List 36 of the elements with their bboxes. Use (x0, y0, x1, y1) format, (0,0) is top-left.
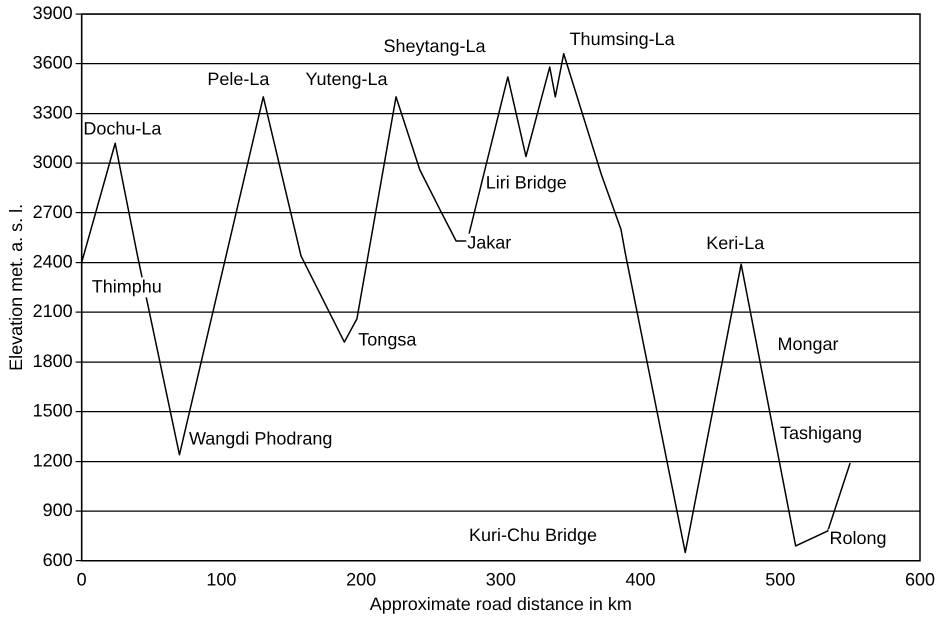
annotation: Pele-La (207, 69, 270, 90)
annotation: Dochu-La (83, 118, 162, 138)
y-axis-title: Elevation met. a. s. l. (6, 204, 26, 371)
annotation: Rolong (829, 528, 887, 548)
annotation: Sheytang-La (383, 36, 487, 56)
annotation: Wangdi Phodrang (188, 428, 332, 448)
x-axis-title: Approximate road distance in km (370, 594, 632, 614)
y-tick-label: 2400 (32, 252, 73, 272)
y-tick-label: 1500 (32, 400, 73, 421)
x-tick-label: 600 (904, 570, 936, 590)
x-tick-label: 100 (206, 570, 236, 590)
annotation: Yuteng-La (305, 69, 389, 90)
y-tick-label: 3300 (32, 102, 73, 122)
annotation: Jakar (467, 232, 512, 253)
x-tick-label: 400 (626, 570, 656, 590)
x-tick-label: 0 (76, 570, 87, 590)
x-tick-label: 200 (346, 570, 376, 590)
annotation: Keri-La (706, 233, 766, 254)
y-tick-label: 600 (42, 550, 73, 570)
y-tick-label: 3900 (32, 2, 73, 23)
annotation: Tashigang (780, 422, 862, 443)
annotation: Thumsing-La (570, 29, 676, 50)
annotation: Thimphu (92, 276, 162, 296)
x-tick-label: 300 (486, 570, 516, 590)
y-tick-label: 3000 (32, 152, 73, 172)
y-tick-label: 1200 (32, 450, 73, 470)
x-tick-label: 500 (765, 570, 796, 590)
y-tick-label: 900 (42, 500, 73, 520)
annotation: Kuri-Chu Bridge (468, 525, 598, 546)
y-tick-label: 2700 (32, 202, 73, 222)
annotation: Liri Bridge (486, 172, 567, 192)
annotation: Mongar (777, 334, 839, 354)
annotation: Tongsa (358, 329, 418, 350)
y-tick-label: 1800 (32, 350, 73, 371)
y-tick-label: 3600 (32, 52, 73, 73)
y-tick-label: 2100 (32, 301, 73, 322)
